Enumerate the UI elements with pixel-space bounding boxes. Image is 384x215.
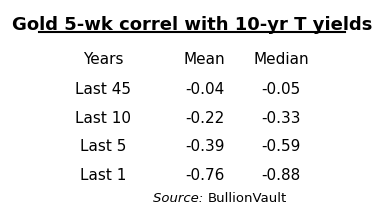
Text: Mean: Mean — [184, 52, 225, 67]
Text: Last 5: Last 5 — [79, 139, 126, 154]
Text: Years: Years — [83, 52, 123, 67]
Text: -0.22: -0.22 — [185, 111, 224, 126]
Text: Gold 5-wk correl with 10-yr T yields: Gold 5-wk correl with 10-yr T yields — [12, 16, 372, 34]
Text: BullionVault: BullionVault — [208, 192, 287, 205]
Text: Source:: Source: — [154, 192, 208, 205]
Text: Median: Median — [253, 52, 309, 67]
Text: -0.39: -0.39 — [185, 139, 225, 154]
Text: -0.05: -0.05 — [262, 82, 301, 97]
Text: Last 10: Last 10 — [75, 111, 131, 126]
Text: -0.88: -0.88 — [262, 168, 301, 183]
Text: -0.76: -0.76 — [185, 168, 224, 183]
Text: -0.33: -0.33 — [262, 111, 301, 126]
Text: -0.59: -0.59 — [262, 139, 301, 154]
Text: Last 45: Last 45 — [75, 82, 131, 97]
Text: -0.04: -0.04 — [185, 82, 224, 97]
Text: Last 1: Last 1 — [79, 168, 126, 183]
